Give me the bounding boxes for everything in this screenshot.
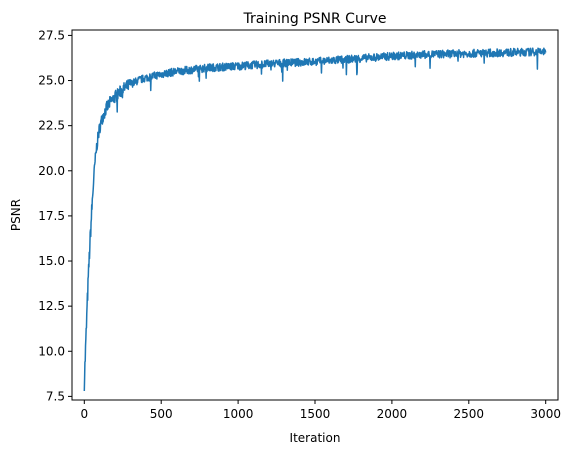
series-layer (83, 47, 547, 391)
y-tick-label: 17.5 (38, 209, 65, 223)
x-tick-label: 2500 (454, 407, 485, 421)
y-axis: 7.5 10.0 12.5 15.0 17.5 20.0 22.5 25.0 27.5 (38, 28, 72, 403)
x-axis: 0 500 1000 1500 2000 2500 3000 (80, 400, 561, 421)
x-axis-label: Iteration (290, 431, 341, 445)
y-tick-label: 12.5 (38, 299, 65, 313)
y-axis-label: PSNR (9, 199, 23, 231)
x-tick-label: 1000 (223, 407, 254, 421)
y-tick-label: 15.0 (38, 254, 65, 268)
x-tick-label: 0 (80, 407, 88, 421)
psnr-series-line (83, 47, 547, 391)
y-tick-label: 25.0 (38, 74, 65, 88)
y-tick-label: 20.0 (38, 164, 65, 178)
x-tick-label: 3000 (530, 407, 561, 421)
y-tick-label: 7.5 (46, 389, 65, 403)
y-tick-label: 22.5 (38, 119, 65, 133)
chart-title: Training PSNR Curve (243, 11, 387, 27)
y-tick-label: 10.0 (38, 344, 65, 358)
x-tick-label: 1500 (300, 407, 331, 421)
x-tick-label: 500 (150, 407, 173, 421)
x-tick-label: 2000 (377, 407, 408, 421)
y-tick-label: 27.5 (38, 28, 65, 42)
plot-background (72, 30, 558, 400)
